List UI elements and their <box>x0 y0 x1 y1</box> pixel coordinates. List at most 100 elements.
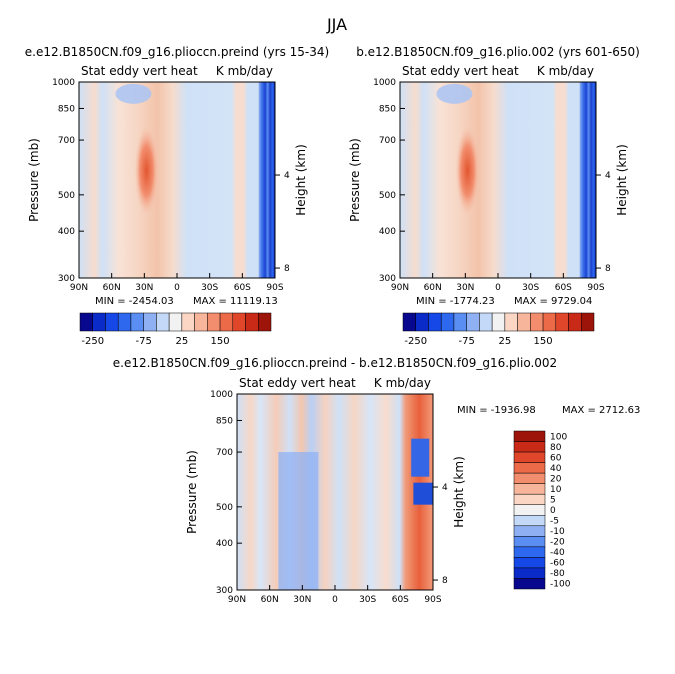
colorbar-swatch <box>105 312 119 332</box>
height-tick-label: 8 <box>442 576 448 586</box>
x-tick-label: 90N <box>228 595 246 605</box>
panel-left-label: Stat eddy vert heat <box>81 64 198 78</box>
y-axis-title: Pressure (mb) <box>27 138 41 222</box>
colorbar-swatch <box>428 312 442 332</box>
x-tick-label: 0 <box>332 595 338 605</box>
max-value: MAX = 11119.13 <box>193 296 278 307</box>
colorbar: -250 -75 25 150 <box>402 312 595 347</box>
y-tick-label: 1000 <box>373 78 396 88</box>
colorbar-swatch <box>117 312 132 332</box>
y-tick-label: 500 <box>58 191 75 201</box>
y-tick-label: 300 <box>379 274 396 284</box>
colorbar-swatch <box>207 312 221 332</box>
x-tick-label: 30S <box>201 283 218 293</box>
colorbar-swatch <box>513 441 546 453</box>
y-tick-label: 300 <box>216 586 233 596</box>
colorbar-label: 10 <box>550 485 562 495</box>
colorbar-swatch <box>517 312 531 332</box>
colorbar-label: 25 <box>175 336 188 347</box>
x-tick-label: 0 <box>174 283 180 293</box>
height-tick-label: 4 <box>284 171 290 181</box>
colorbar-label: -100 <box>550 580 571 590</box>
colorbar-swatch <box>479 312 493 332</box>
x-tick-label: 60S <box>392 595 409 605</box>
colorbar-swatch <box>513 430 546 442</box>
colorbar-label: 100 <box>550 432 567 442</box>
colorbar-swatch <box>402 312 416 332</box>
x-tick-label: 60N <box>424 283 442 293</box>
y-axis-title: Pressure (mb) <box>348 138 362 222</box>
colorbar-swatch <box>219 312 234 332</box>
colorbar-swatch <box>513 567 546 579</box>
colorbar-swatch <box>513 472 546 484</box>
colorbar-swatch <box>466 312 480 332</box>
colorbar-label: -5 <box>550 517 559 527</box>
colorbar-swatch <box>194 312 208 332</box>
colorbar-label: 5 <box>550 495 556 505</box>
max-value: MAX = 9729.04 <box>514 296 592 307</box>
colorbar-label: 60 <box>550 453 562 463</box>
y-tick-label: 700 <box>58 136 75 146</box>
heatmap-negative-core <box>413 482 433 505</box>
y-tick-label: 700 <box>216 448 233 458</box>
height-tick-label: 8 <box>284 264 290 274</box>
x-tick-label: 30N <box>456 283 474 293</box>
figure-title: JJA <box>326 15 347 34</box>
colorbar-swatch <box>513 483 546 495</box>
x-tick-label: 60N <box>261 595 279 605</box>
colorbar-swatch <box>92 312 106 332</box>
colorbar-label: -20 <box>550 538 565 548</box>
colorbar-swatch <box>513 525 546 537</box>
colorbar-swatch <box>530 312 544 332</box>
panel-title: e.e12.B1850CN.f09_g16.plioccn.preind (yr… <box>25 45 329 59</box>
panel-right-label: K mb/day <box>537 64 594 78</box>
y-tick-label: 400 <box>379 227 396 237</box>
y-tick-label: 850 <box>379 104 396 114</box>
colorbar-swatch <box>143 312 157 332</box>
colorbar-swatch <box>513 504 546 516</box>
x-tick-label: 90S <box>266 283 283 293</box>
colorbar-label: -60 <box>550 559 565 569</box>
colorbar-swatch <box>258 312 272 332</box>
x-tick-label: 0 <box>495 283 501 293</box>
colorbar-label: 25 <box>498 336 511 347</box>
colorbar: -250 -75 25 150 <box>79 312 272 347</box>
heatmap-positive-core <box>455 125 480 216</box>
x-tick-label: 60N <box>103 283 121 293</box>
colorbar-label: -250 <box>404 336 427 347</box>
x-tick-label: 90S <box>587 283 604 293</box>
colorbar-label: 40 <box>550 464 562 474</box>
y-tick-label: 500 <box>379 191 396 201</box>
y-tick-label: 400 <box>58 227 75 237</box>
colorbar-swatch <box>130 312 144 332</box>
colorbar-swatch <box>491 312 506 332</box>
colorbar-label: -75 <box>458 336 474 347</box>
max-value: MAX = 2712.63 <box>562 405 640 416</box>
y2-axis-title: Height (km) <box>294 144 308 215</box>
heatmap-background <box>237 394 433 590</box>
x-tick-label: 30S <box>522 283 539 293</box>
colorbar-swatch <box>513 515 546 527</box>
heatmap-negative-core-low <box>411 438 430 477</box>
colorbar-label: 20 <box>550 474 562 484</box>
chart-panel-3: e.e12.B1850CN.f09_g16.plioccn.preind - b… <box>113 356 641 605</box>
heatmap-field <box>400 82 596 278</box>
colorbar-swatch <box>168 312 183 332</box>
colorbar-swatch <box>415 312 429 332</box>
y-tick-label: 500 <box>216 503 233 513</box>
colorbar-swatch <box>513 536 546 548</box>
y2-axis-title: Height (km) <box>615 144 629 215</box>
height-tick-label: 8 <box>605 264 611 274</box>
heatmap-positive-core <box>134 125 159 216</box>
colorbar-swatch <box>581 312 595 332</box>
heatmap-negative-patch <box>115 83 152 104</box>
y-axis-title: Pressure (mb) <box>185 450 199 534</box>
panel-right-label: K mb/day <box>374 376 431 390</box>
x-tick-label: 30N <box>135 283 153 293</box>
colorbar-swatch <box>513 557 546 569</box>
colorbar-swatch <box>542 312 557 332</box>
height-tick-label: 4 <box>605 171 611 181</box>
y-tick-label: 400 <box>216 539 233 549</box>
panel-right-label: K mb/day <box>216 64 273 78</box>
